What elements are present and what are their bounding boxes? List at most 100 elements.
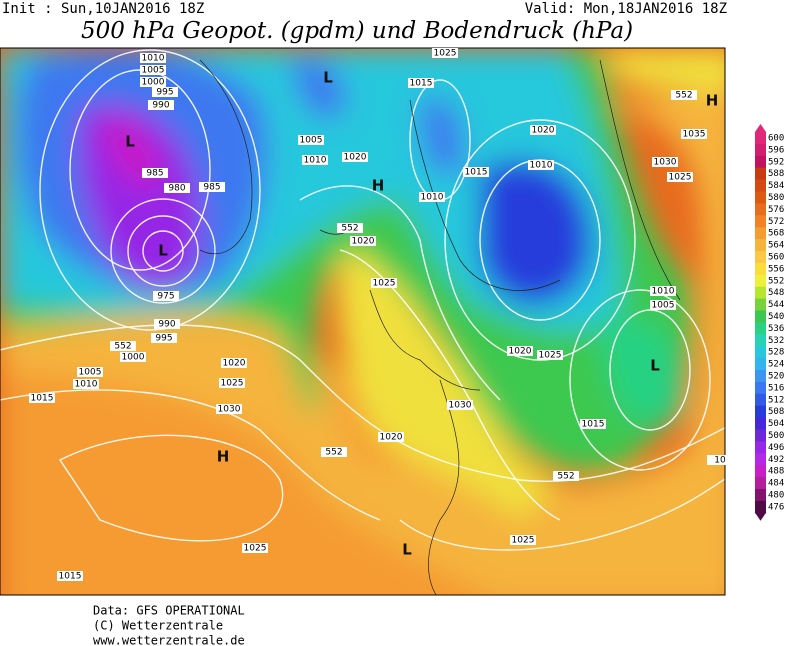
isobar-label: 10 <box>714 456 726 466</box>
colorbar-cell <box>755 132 766 145</box>
isobar-label: 1005 <box>79 368 102 378</box>
colorbar-cell <box>755 346 766 359</box>
isobar-label-group: 1035 <box>681 129 707 140</box>
footer-line: (C) Wetterzentrale <box>93 619 223 633</box>
colorbar-cell <box>755 298 766 311</box>
isobar-label-bg <box>242 543 268 553</box>
isobar-label-bg <box>432 48 458 58</box>
footer-line: Data: GFS OPERATIONAL <box>93 604 245 618</box>
isobar-label-group: 552 <box>553 471 579 482</box>
isobar-label: 1015 <box>465 168 488 178</box>
map-frame <box>0 47 726 596</box>
colorbar-label: 584 <box>768 181 784 191</box>
isobar-label-group: 1025 <box>432 48 458 59</box>
colorbar-label: 564 <box>768 241 784 251</box>
isobar-label-bg <box>528 160 554 170</box>
isobar-label-bg <box>507 346 533 356</box>
colorbar-label: 544 <box>768 300 784 310</box>
colorbar-cell <box>755 489 766 502</box>
isobar-label-group: 1025 <box>510 535 536 546</box>
colorbar-cell <box>755 417 766 430</box>
colorbar-cell <box>755 239 766 252</box>
colorbar-label: 560 <box>768 252 784 262</box>
isobar-label-group: 1010 <box>419 192 445 203</box>
map-title: 500 hPa Geopot. (gpdm) und Bodendruck (h… <box>81 18 633 44</box>
colorbar-label: 516 <box>768 383 784 393</box>
isobar-label-group: 1015 <box>463 167 489 178</box>
isobar-label-group: 1020 <box>507 346 533 357</box>
isobar-label-group: 980 <box>164 183 190 194</box>
isobar-label: 1020 <box>380 433 403 443</box>
colorbar-label: 556 <box>768 264 784 274</box>
colorbar-cell <box>755 381 766 395</box>
colorbar-label: 568 <box>768 229 784 239</box>
colorbar-label: 496 <box>768 443 784 453</box>
isobar-label-bg <box>153 291 179 301</box>
colorbar-cell <box>755 465 766 478</box>
isobar-label-bg <box>681 129 707 139</box>
colorbar-label: 580 <box>768 193 784 203</box>
isobar-label-group: 1030 <box>652 157 678 168</box>
isobar-label-group: 1010 <box>140 53 166 64</box>
isobar-label-bg <box>342 152 368 162</box>
isobar-label: 1010 <box>304 156 327 166</box>
colorbar-label: 588 <box>768 169 784 179</box>
colorbar-cell <box>755 286 766 300</box>
isobar-label-group: 552 <box>671 90 697 101</box>
isobar-label-group: 1020 <box>342 152 368 163</box>
colorbar-label: 512 <box>768 395 784 405</box>
isobar-label: 995 <box>156 88 173 98</box>
isobar-label-bg <box>350 236 376 246</box>
isobar-label-group: 10 <box>707 455 733 466</box>
colorbar-label: 552 <box>768 276 784 286</box>
colorbar-label: 540 <box>768 312 784 322</box>
isobar-label: 1005 <box>652 301 675 311</box>
isobar-label-group: 1010 <box>650 286 676 297</box>
isobar-label-bg <box>164 183 190 193</box>
isobar-label-group: 1025 <box>537 350 563 361</box>
map-field <box>0 48 725 595</box>
isobar-label-bg <box>408 78 434 88</box>
isobar-label: 1025 <box>373 279 396 289</box>
isobar-label: 1020 <box>509 347 532 357</box>
isobar-label-bg <box>148 100 174 110</box>
isobar-label-bg <box>530 125 556 135</box>
pressure-center: H <box>217 448 230 466</box>
colorbar-label: 572 <box>768 217 784 227</box>
colorbar-cell <box>755 251 766 264</box>
isobar-label: 552 <box>325 448 342 458</box>
colorbar-cell <box>755 358 766 371</box>
isobar-label-bg <box>378 432 404 442</box>
isobar-label-bg <box>221 358 247 368</box>
isobar-label-group: 552 <box>110 341 136 352</box>
isobar-label-bg <box>77 367 103 377</box>
isobar-label-group: 1015 <box>57 571 83 582</box>
isobar-label-bg <box>151 333 177 343</box>
isobar-label: 1030 <box>654 158 677 168</box>
valid-time: Valid: Mon,18JAN2016 18Z <box>525 1 727 17</box>
colorbar-label: 476 <box>768 502 784 512</box>
isobar-label-bg <box>371 278 397 288</box>
pressure-center: L <box>323 69 333 87</box>
colorbar-cell <box>755 322 766 335</box>
isobar-label-bg <box>298 135 324 145</box>
isobar-label-group: 1010 <box>528 160 554 171</box>
isobar-label-group: 995 <box>152 87 178 98</box>
isobar-label: 552 <box>114 342 131 352</box>
coastlines <box>199 59 681 595</box>
isobar-label-bg <box>120 352 146 362</box>
isobar-label-group: 975 <box>153 291 179 302</box>
isobar-label: 975 <box>157 292 174 302</box>
isobar-label-group: 1025 <box>667 172 693 183</box>
isobar-label: 1025 <box>434 49 457 59</box>
isobar-label-bg <box>321 447 347 457</box>
isobar-label-bg <box>73 379 99 389</box>
pressure-center: H <box>372 177 385 195</box>
isobar-label-bg <box>447 400 473 410</box>
colorbar-cell <box>755 405 766 419</box>
isobar-label-bg <box>219 378 245 388</box>
isobar-label-group: 1025 <box>242 543 268 554</box>
colorbar-label: 592 <box>768 157 784 167</box>
isobar-label: 552 <box>341 224 358 234</box>
